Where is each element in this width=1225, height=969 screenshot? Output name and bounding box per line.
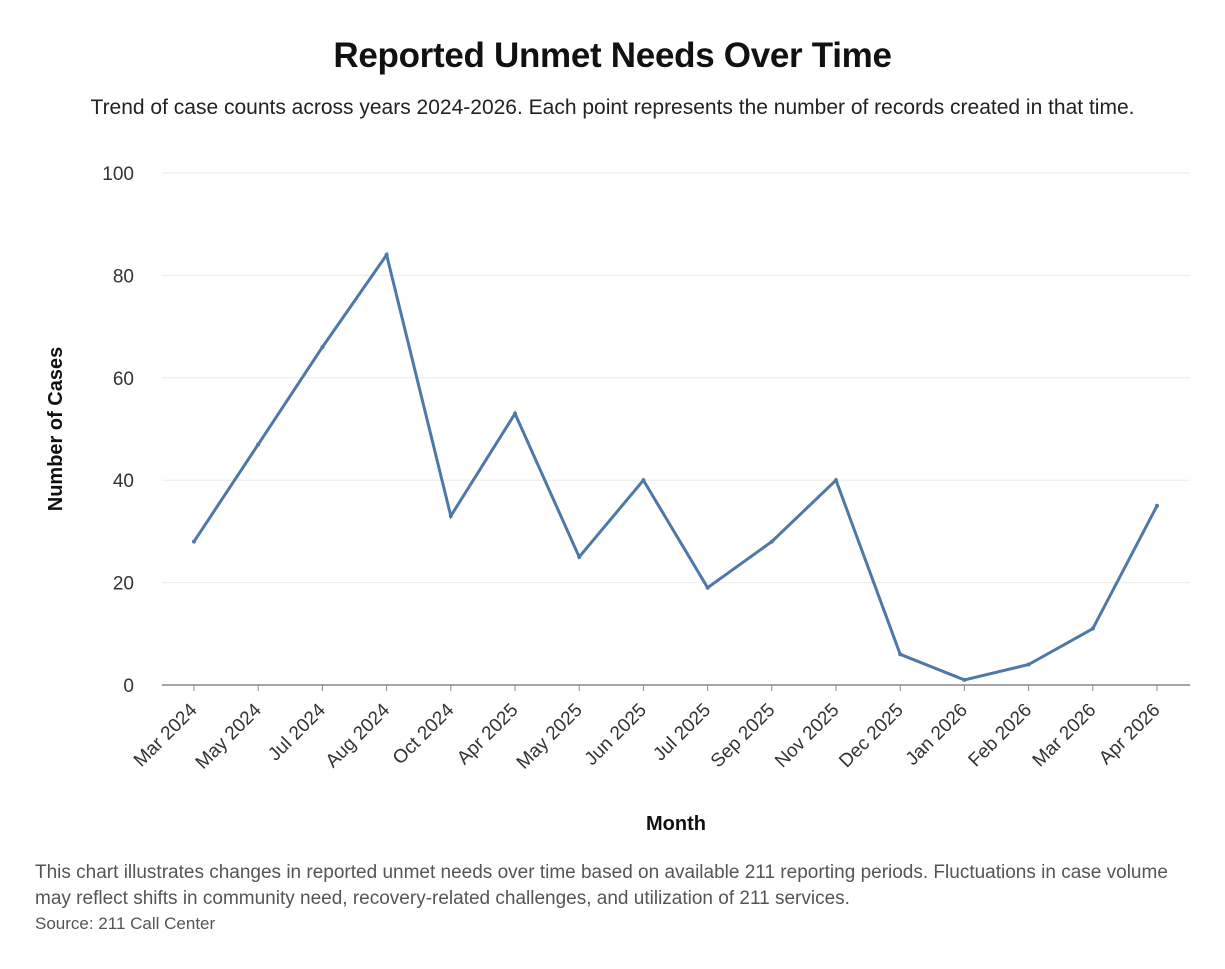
y-tick-label: 20 bbox=[113, 574, 134, 595]
data-point bbox=[705, 585, 710, 590]
x-tick-label: Jun 2025 bbox=[581, 700, 651, 770]
chart-subtitle: Trend of case counts across years 2024-2… bbox=[90, 96, 1135, 119]
x-tick-label: Mar 2026 bbox=[1029, 700, 1101, 772]
data-point bbox=[448, 514, 453, 519]
chart-source: Source: 211 Call Center bbox=[35, 914, 216, 933]
data-point bbox=[641, 478, 646, 483]
data-point bbox=[192, 539, 196, 544]
series-layer bbox=[192, 251, 1159, 682]
x-tick-label: Jan 2026 bbox=[902, 700, 972, 770]
x-tick-label: May 2025 bbox=[513, 700, 587, 774]
x-tick-label: May 2024 bbox=[192, 699, 266, 773]
data-point bbox=[320, 345, 325, 350]
y-tick-label: 100 bbox=[102, 164, 134, 185]
data-point bbox=[577, 555, 582, 559]
y-tick-label: 60 bbox=[113, 369, 134, 390]
x-tick-label: Jul 2024 bbox=[264, 699, 330, 765]
x-tick-label: Feb 2026 bbox=[965, 700, 1037, 772]
data-point bbox=[1155, 503, 1159, 508]
x-tick-label: Oct 2024 bbox=[389, 699, 459, 769]
data-point bbox=[1026, 662, 1031, 667]
data-point bbox=[256, 442, 261, 447]
data-point bbox=[1090, 626, 1095, 631]
data-point bbox=[962, 677, 967, 682]
chart-title: Reported Unmet Needs Over Time bbox=[333, 36, 892, 75]
x-tick-label: Sep 2025 bbox=[707, 700, 779, 772]
x-tick-label: Dec 2025 bbox=[835, 700, 907, 772]
data-point bbox=[384, 252, 389, 257]
series-line bbox=[192, 251, 1159, 682]
y-tick-label: 80 bbox=[113, 266, 134, 287]
x-tick-label: Apr 2026 bbox=[1095, 700, 1164, 769]
chart-footnote: This chart illustrates changes in report… bbox=[35, 862, 1168, 909]
x-tick-label: Aug 2024 bbox=[322, 699, 395, 772]
x-tick-label: Jul 2025 bbox=[649, 700, 715, 766]
data-point bbox=[769, 539, 774, 544]
y-tick-label: 0 bbox=[123, 676, 134, 697]
grid-lines bbox=[162, 172, 1190, 584]
x-tick-label: Nov 2025 bbox=[771, 700, 843, 772]
data-point bbox=[834, 478, 838, 483]
y-tick-label: 40 bbox=[113, 471, 134, 492]
x-tick-label: Mar 2024 bbox=[130, 699, 202, 771]
y-axis-title: Number of Cases bbox=[45, 347, 67, 512]
x-axis-title: Month bbox=[646, 813, 706, 835]
data-point bbox=[898, 652, 903, 657]
y-axis-ticks: 0 20 40 60 80 100 bbox=[102, 164, 134, 697]
data-point bbox=[513, 411, 517, 416]
